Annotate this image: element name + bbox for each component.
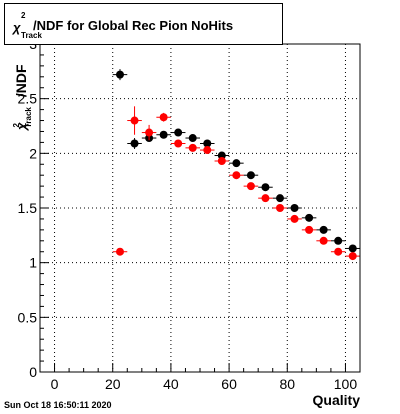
data-point-black <box>319 225 328 234</box>
data-point-red <box>319 236 328 245</box>
y-axis-subscript: Track <box>24 107 33 129</box>
data-point-red <box>217 156 226 165</box>
data-point-black <box>188 134 197 143</box>
x-tick-label: 60 <box>221 376 237 392</box>
data-point-red <box>334 247 343 256</box>
title-superscript: 2 <box>21 11 26 20</box>
data-point-red <box>130 116 139 125</box>
data-point-black <box>276 194 284 203</box>
y-tick-label: 0.5 <box>18 309 38 325</box>
data-point-black <box>174 128 183 137</box>
data-point-red <box>174 139 183 148</box>
data-point-black <box>290 204 299 212</box>
y-axis-text: /NDF <box>13 64 29 98</box>
x-tick-label: 20 <box>105 376 121 392</box>
data-point-black <box>217 151 226 160</box>
data-point-red <box>232 171 241 180</box>
data-point-black <box>305 213 314 222</box>
timestamp: Sun Oct 18 16:50:11 2020 <box>4 400 112 410</box>
data-point-red <box>348 252 357 261</box>
title-box: χ 2 Track /NDF for Global Rec Pion NoHit… <box>4 3 283 45</box>
data-point-red <box>159 113 168 122</box>
data-points <box>112 69 360 261</box>
data-point-red <box>261 194 270 203</box>
data-point-black <box>334 236 343 245</box>
data-point-red <box>246 182 255 191</box>
chart-title: /NDF for Global Rec Pion NoHits <box>33 18 234 33</box>
data-point-black <box>246 171 255 180</box>
y-axis-label: χ2 Track/NDF <box>12 64 33 130</box>
y-axis-superscript: 2 <box>12 123 21 128</box>
data-point-black <box>159 130 168 139</box>
x-tick-label: 40 <box>163 376 179 392</box>
data-point-black <box>232 159 241 168</box>
x-tick-label: 80 <box>279 376 295 392</box>
x-tick-label: 100 <box>334 376 358 392</box>
data-point-black <box>203 139 212 148</box>
data-point-black <box>348 244 357 253</box>
y-tick-label: 2 <box>29 145 37 161</box>
data-point-red <box>305 225 314 234</box>
data-point-black <box>116 70 124 79</box>
grid-lines <box>40 43 360 373</box>
title-chi-symbol: χ 2 Track <box>13 11 42 42</box>
y-tick-label: 0 <box>29 364 37 380</box>
data-point-red <box>203 146 212 155</box>
y-tick-label: 1.5 <box>18 200 38 216</box>
data-point-red <box>188 143 197 152</box>
title-subscript: Track <box>21 31 42 40</box>
data-point-red <box>276 204 284 212</box>
data-point-black <box>261 183 270 192</box>
title-chi: χ <box>13 20 21 35</box>
data-point-red <box>116 247 124 256</box>
data-point-red <box>145 128 154 137</box>
data-point-red <box>290 214 299 223</box>
x-axis-label: Quality <box>312 392 360 408</box>
x-tick-label: 0 <box>51 376 59 392</box>
y-tick-label: 1 <box>29 255 37 271</box>
y-tick-label: 2.5 <box>18 91 38 107</box>
data-point-black <box>130 139 139 148</box>
